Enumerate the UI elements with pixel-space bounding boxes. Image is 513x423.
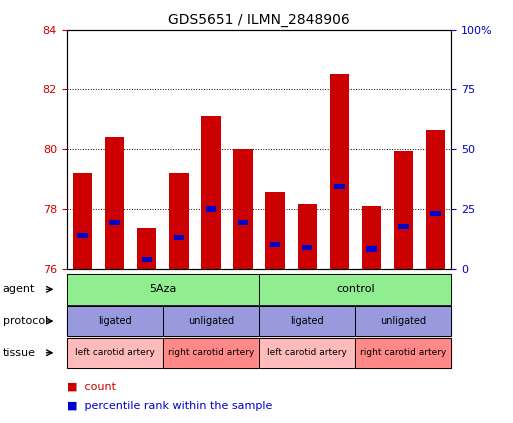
- Bar: [173, 234, 184, 240]
- Text: ■  percentile rank within the sample: ■ percentile rank within the sample: [67, 401, 272, 411]
- Bar: [67, 274, 259, 305]
- Bar: [355, 306, 451, 336]
- Bar: [67, 306, 163, 336]
- Bar: [67, 338, 163, 368]
- Bar: [259, 338, 355, 368]
- Text: ligated: ligated: [98, 316, 132, 326]
- Bar: [163, 306, 259, 336]
- Text: control: control: [336, 284, 374, 294]
- Text: unligated: unligated: [380, 316, 426, 326]
- Bar: [163, 338, 259, 368]
- Bar: [430, 211, 441, 216]
- Text: left carotid artery: left carotid artery: [267, 348, 347, 357]
- Bar: [355, 338, 451, 368]
- Bar: [238, 220, 248, 225]
- Text: right carotid artery: right carotid artery: [360, 348, 446, 357]
- Text: unligated: unligated: [188, 316, 234, 326]
- Bar: [355, 306, 451, 336]
- Bar: [163, 338, 259, 368]
- Bar: [109, 220, 120, 225]
- Bar: [270, 242, 281, 247]
- Bar: [329, 74, 349, 269]
- Text: tissue: tissue: [3, 348, 35, 358]
- Bar: [259, 306, 355, 336]
- Text: 5Aza: 5Aza: [149, 284, 176, 294]
- Bar: [67, 274, 259, 305]
- Bar: [265, 192, 285, 269]
- Bar: [73, 173, 92, 269]
- Bar: [362, 206, 381, 269]
- Title: GDS5651 / ILMN_2848906: GDS5651 / ILMN_2848906: [168, 13, 350, 27]
- Bar: [201, 116, 221, 269]
- Bar: [163, 306, 259, 336]
- Text: left carotid artery: left carotid artery: [75, 348, 155, 357]
- Bar: [137, 228, 156, 269]
- Bar: [233, 149, 252, 269]
- Text: right carotid artery: right carotid artery: [168, 348, 254, 357]
- Bar: [259, 306, 355, 336]
- Bar: [298, 204, 317, 269]
- Bar: [355, 338, 451, 368]
- Bar: [105, 137, 124, 269]
- Bar: [206, 206, 216, 212]
- Text: ■  count: ■ count: [67, 382, 116, 392]
- Bar: [334, 184, 345, 189]
- Bar: [259, 274, 451, 305]
- Bar: [302, 245, 312, 250]
- Bar: [259, 338, 355, 368]
- Bar: [259, 274, 451, 305]
- Bar: [393, 151, 413, 269]
- Bar: [169, 173, 189, 269]
- Text: protocol: protocol: [3, 316, 48, 326]
- Bar: [366, 247, 377, 252]
- Text: ligated: ligated: [290, 316, 324, 326]
- Bar: [67, 306, 163, 336]
- Bar: [77, 233, 88, 239]
- Bar: [67, 338, 163, 368]
- Bar: [426, 130, 445, 269]
- Text: agent: agent: [3, 284, 35, 294]
- Bar: [142, 257, 152, 262]
- Bar: [398, 224, 409, 229]
